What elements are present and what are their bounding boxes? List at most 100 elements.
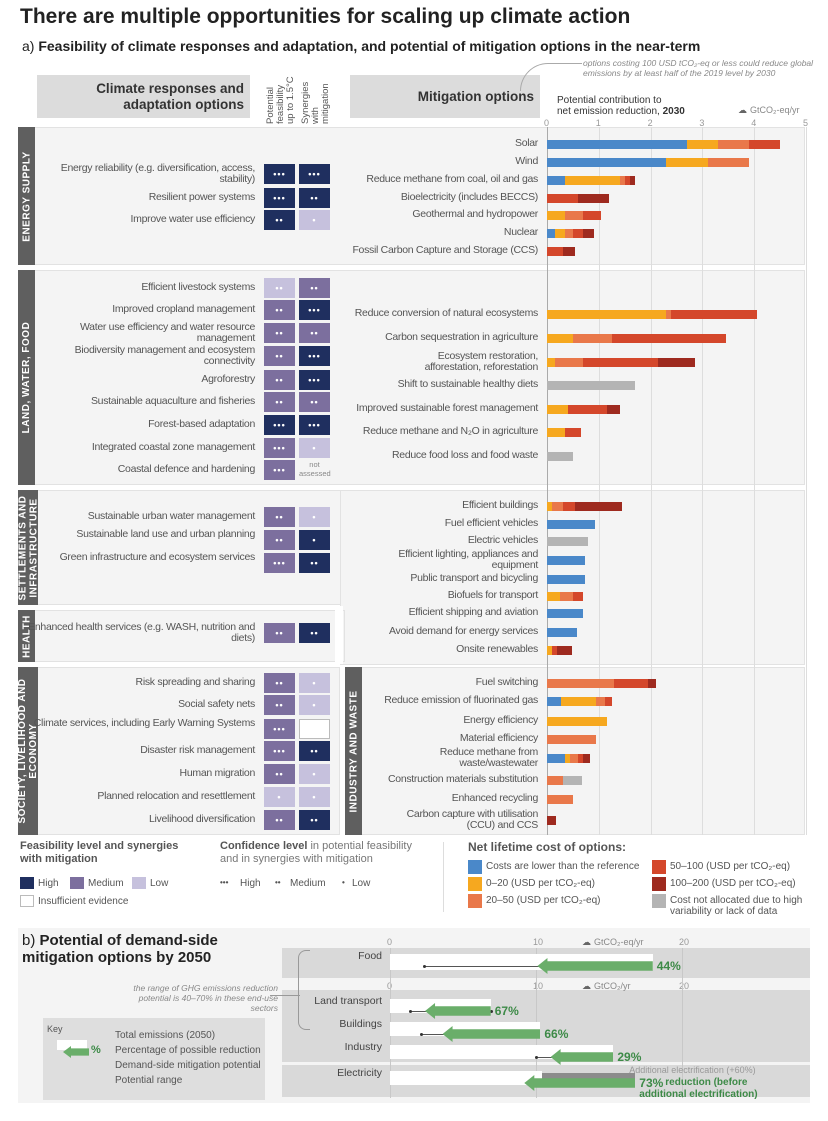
key-item-label: Percentage of possible reduction <box>115 1045 261 1056</box>
panel-industry <box>345 667 805 835</box>
demand-side-potential-arrow <box>537 958 653 974</box>
adaptation-option-label: Energy reliability (e.g. diversification… <box>60 162 256 185</box>
axis-title-line1: Potential contribution to <box>557 95 662 106</box>
bar-segment-100-200 <box>606 404 620 414</box>
adaptation-header-line: Climate responses and <box>96 81 244 96</box>
part-b-title-text: Potential of demand-side <box>39 932 218 949</box>
mitigation-option-label: Carbon sequestration in agriculture <box>385 331 538 343</box>
legend-cost-label: 100–200 (USD per tCO₂-eq) <box>670 878 796 889</box>
feasibility-cell: •• <box>264 300 295 320</box>
bar-segment-20-50 <box>572 333 612 343</box>
bar-segment-0-20 <box>565 175 620 185</box>
synergy-cell: •• <box>299 323 330 343</box>
demand-side-potential-arrow <box>425 1003 491 1019</box>
bar-segment-0-20 <box>686 139 718 149</box>
legend-confidence-bold: Confidence level <box>220 840 308 852</box>
mitigation-option-label: Material efficiency <box>459 732 538 744</box>
sector-label-strip: ENERGY SUPPLY <box>18 127 35 265</box>
feasibility-cell: •• <box>264 392 295 412</box>
mitigation-option-label: Onsite renewables <box>456 643 538 655</box>
bar-segment-0-20 <box>547 333 573 343</box>
legend-confidence-label: High <box>240 878 261 889</box>
cloud-icon: ☁ <box>582 937 591 947</box>
mitigation-option-label: Reduce conversion of natural ecosystems <box>354 307 539 319</box>
b-gridline <box>682 948 683 1098</box>
bar-segment-50-100 <box>572 228 584 238</box>
range-dot <box>422 965 426 968</box>
mitigation-option-label: Nuclear <box>503 226 538 238</box>
mitigation-option-label: Construction materials substitution <box>388 773 538 785</box>
feasibility-cell: •• <box>264 673 295 693</box>
feasibility-cell: •• <box>264 530 295 550</box>
mitigation-option-label: Enhanced recycling <box>451 792 539 804</box>
bar-segment-0-20 <box>547 309 667 319</box>
panel-settlements-left <box>18 490 345 605</box>
feasibility-cell: ••• <box>264 460 295 480</box>
bar-segment-0-20 <box>547 501 553 511</box>
mitigation-option-label: Carbon capture with utilisation (CCU) an… <box>406 808 539 831</box>
mitigation-option-label: Electric vehicles <box>467 534 538 546</box>
bar-segment-0-20 <box>547 357 555 367</box>
not-assessed-line: assessed <box>299 469 331 478</box>
feasibility-cell: •• <box>264 346 295 366</box>
column-header-col2: Synergies with mitigation <box>297 70 333 124</box>
panel-land-water-food <box>18 270 805 485</box>
bar-segment-20-50 <box>547 794 573 804</box>
bar-segment-20-50 <box>565 210 584 220</box>
mitigation-option-label: Energy efficiency <box>463 714 538 726</box>
synergy-cell: • <box>299 530 330 550</box>
potential-range-line <box>423 966 608 967</box>
bar-segment-lower <box>547 175 566 185</box>
demand-side-potential-arrow <box>524 1075 636 1091</box>
adaptation-header: Climate responses and adaptation options <box>37 75 250 118</box>
part-a-title: a) Feasibility of climate responses and … <box>22 38 700 54</box>
bar-segment-20-50 <box>570 753 579 763</box>
bar-segment-50-100 <box>583 357 659 367</box>
mitigation-option-label: Fuel switching <box>475 676 539 688</box>
synergy-cell: •• <box>299 741 330 761</box>
b-x-tick-label: 0 <box>387 937 393 947</box>
bar-segment-50-100 <box>572 591 584 601</box>
key-white-bar <box>57 1040 87 1050</box>
adaptation-option-label: Livelihood diversification <box>148 813 255 825</box>
mitigation-header: Mitigation options <box>350 75 540 118</box>
bar-segment-lower <box>547 753 566 763</box>
bar-segment-100-200 <box>562 246 576 256</box>
legend-cost-swatch-50-100 <box>652 860 666 874</box>
mitigation-option-label: Geothermal and hydropower <box>412 208 538 220</box>
adaptation-option-label: Integrated coastal zone management <box>91 441 255 453</box>
bar-segment-0-20 <box>560 696 596 706</box>
feasibility-cell: •• <box>264 695 295 715</box>
synergy-cell: •• <box>299 188 330 208</box>
part-a-prefix: a) <box>22 38 35 54</box>
legend-level-label: Low <box>150 878 169 889</box>
bar-segment-lower <box>547 627 577 637</box>
legend-cost-label: 20–50 (USD per tCO₂-eq) <box>486 895 601 906</box>
synergy-cell: • <box>299 438 330 458</box>
mitigation-option-label: Efficient lighting, appliances and equip… <box>398 548 538 571</box>
adaptation-option-label: Improved cropland management <box>112 303 255 315</box>
feasibility-cell: ••• <box>264 415 295 435</box>
part-a-text: Feasibility of climate responses and ada… <box>38 38 701 54</box>
reduction-percent: 73% <box>639 1076 664 1090</box>
bar-segment-lower <box>547 157 667 167</box>
mitigation-option-label: Wind <box>515 155 538 167</box>
mitigation-option-label: Public transport and bicycling <box>410 572 538 584</box>
bar-segment-0-20 <box>547 591 560 601</box>
bar-segment-20-50 <box>547 734 597 744</box>
bar-segment-100-200 <box>578 193 610 203</box>
mitigation-option-label: Shift to sustainable healthy diets <box>397 378 539 390</box>
feasibility-cell: ••• <box>264 438 295 458</box>
sector-bracket <box>298 950 310 1030</box>
demand-row-label: Electricity <box>337 1067 382 1079</box>
synergy-cell: • <box>299 695 330 715</box>
adaptation-header-line: adaptation options <box>123 97 244 112</box>
bar-segment-0-20 <box>547 716 607 726</box>
x-tick-label: 1 <box>595 118 601 128</box>
b-axis-unit: GtCO₂-eq/yr <box>594 937 644 947</box>
range-dot <box>489 1010 493 1013</box>
bar-segment-20-50 <box>666 309 672 319</box>
cloud-icon: ☁ <box>738 105 747 115</box>
b-annotation: the range of GHG emissions reduction pot… <box>133 983 278 1013</box>
legend-cost-swatch-0-20 <box>468 877 482 891</box>
